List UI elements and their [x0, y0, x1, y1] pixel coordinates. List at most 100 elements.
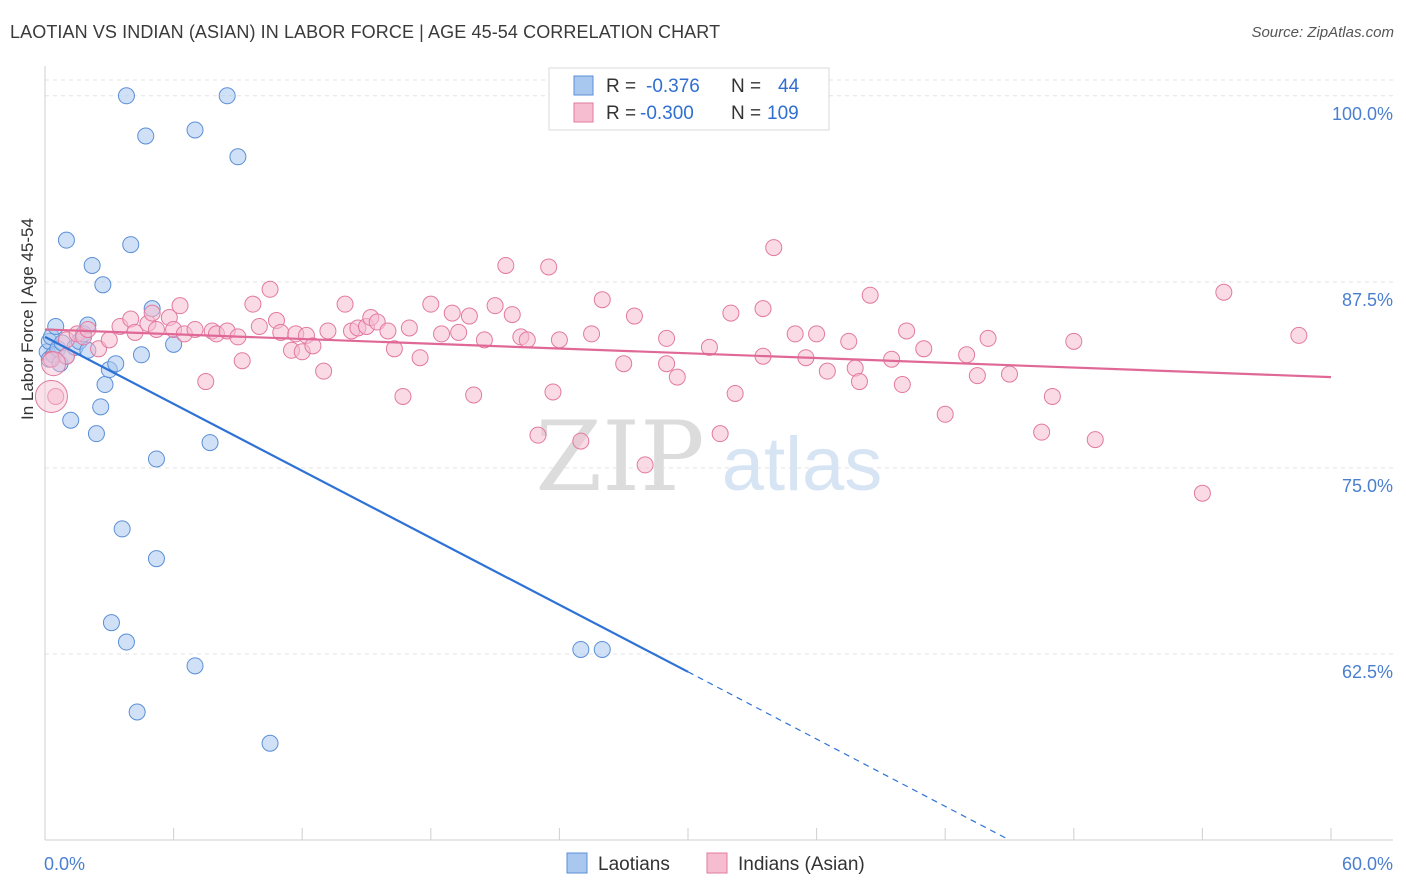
point-indians — [465, 386, 483, 404]
point-indians — [171, 297, 189, 315]
point-indians — [968, 367, 986, 385]
point-indians — [385, 340, 403, 358]
point-indians — [711, 425, 729, 443]
point-indians — [1290, 326, 1308, 344]
point-laotians — [96, 376, 114, 394]
bottom-legend: Laotians Indians (Asian) — [566, 852, 865, 875]
point-indians — [1065, 332, 1083, 350]
point-indians — [147, 320, 165, 338]
point-indians — [411, 349, 429, 367]
point-laotians — [92, 398, 110, 416]
point-indians — [636, 456, 654, 474]
point-laotians — [122, 236, 140, 254]
y-tick-label: 62.5% — [1342, 662, 1393, 682]
point-laotians — [572, 640, 590, 658]
point-indians — [315, 362, 333, 380]
point-indians — [572, 432, 590, 450]
point-laotians — [261, 734, 279, 752]
point-laotians — [117, 633, 135, 651]
point-indians — [700, 338, 718, 356]
point-laotians — [147, 450, 165, 468]
point-indians — [1086, 431, 1104, 449]
stats-legend: R = -0.376 N = 44 R = -0.300 N = 109 — [548, 67, 830, 131]
point-indians — [443, 304, 461, 322]
point-laotians — [102, 614, 120, 632]
point-indians — [722, 304, 740, 322]
point-indians — [979, 329, 997, 347]
point-laotians — [107, 355, 125, 373]
point-indians — [1043, 387, 1061, 405]
point-indians — [625, 307, 643, 325]
point-laotians — [186, 657, 204, 675]
point-indians — [197, 373, 215, 391]
point-indians — [460, 307, 478, 325]
point-indians — [497, 256, 515, 274]
point-laotians — [47, 317, 65, 335]
stats-n-label-2: N = — [731, 103, 761, 124]
trend-lines — [44, 328, 1332, 841]
point-indians — [668, 368, 686, 386]
point-laotians — [229, 148, 247, 166]
point-indians — [244, 295, 262, 313]
point-indians — [422, 295, 440, 313]
x-tick-label-end: 60.0% — [1342, 854, 1393, 874]
y-tick-label: 100.0% — [1332, 104, 1393, 124]
point-laotians — [201, 434, 219, 452]
point-indians — [433, 325, 451, 343]
watermark-atlas: atlas — [722, 422, 883, 507]
point-indians-cluster — [41, 351, 67, 377]
point-indians — [583, 325, 601, 343]
point-indians — [47, 387, 65, 405]
stats-r-label-1: R = — [606, 76, 636, 97]
point-indians — [1033, 423, 1051, 441]
data-points — [34, 87, 1308, 752]
point-laotians — [94, 276, 112, 294]
legend-swatch-indians — [706, 852, 728, 874]
point-indians — [818, 362, 836, 380]
y-axis-label: In Labor Force | Age 45-54 — [18, 218, 37, 420]
point-laotians — [57, 231, 75, 249]
point-indians — [726, 384, 744, 402]
point-indians — [394, 387, 412, 405]
point-indians — [1193, 484, 1211, 502]
stats-legend-box — [548, 67, 830, 131]
point-indians — [304, 337, 322, 355]
point-indians — [79, 320, 97, 338]
watermark-zip: ZIP — [535, 401, 704, 513]
point-laotians — [117, 87, 135, 105]
point-indians — [450, 323, 468, 341]
point-indians — [658, 329, 676, 347]
point-indians — [936, 405, 954, 423]
point-laotians — [83, 256, 101, 274]
stats-n-label-1: N = — [731, 76, 761, 97]
chart-title: LAOTIAN VS INDIAN (ASIAN) IN LABOR FORCE… — [10, 22, 721, 42]
point-indians — [883, 350, 901, 368]
point-laotians — [132, 346, 150, 364]
legend-swatch-laotians — [566, 852, 588, 874]
point-indians — [754, 300, 772, 318]
point-laotians — [147, 550, 165, 568]
point-indians — [400, 319, 418, 337]
stats-n-value-2: 109 — [767, 103, 799, 124]
point-indians — [186, 320, 204, 338]
point-laotians — [113, 520, 131, 538]
stats-r-label-2: R = — [606, 103, 636, 124]
point-indians — [958, 346, 976, 364]
legend-label-indians: Indians (Asian) — [738, 854, 865, 875]
stats-r-value-2: -0.300 — [640, 103, 694, 124]
point-indians — [503, 306, 521, 324]
source-credit: Source: ZipAtlas.com — [1251, 24, 1394, 41]
stats-n-value-1: 44 — [778, 76, 800, 97]
point-indians — [861, 286, 879, 304]
point-laotians — [128, 703, 146, 721]
point-indians-cluster — [34, 379, 68, 413]
point-indians — [593, 291, 611, 309]
point-indians — [615, 355, 633, 373]
legend-label-laotians: Laotians — [598, 854, 670, 875]
tick-labels: 62.5% 75.0% 87.5% 100.0% 0.0% 60.0% — [44, 104, 1393, 874]
point-indians — [765, 239, 783, 257]
trend-line-indians — [44, 328, 1332, 379]
point-indians — [261, 280, 279, 298]
trend-extension-laotians — [687, 671, 1010, 841]
point-indians — [898, 322, 916, 340]
